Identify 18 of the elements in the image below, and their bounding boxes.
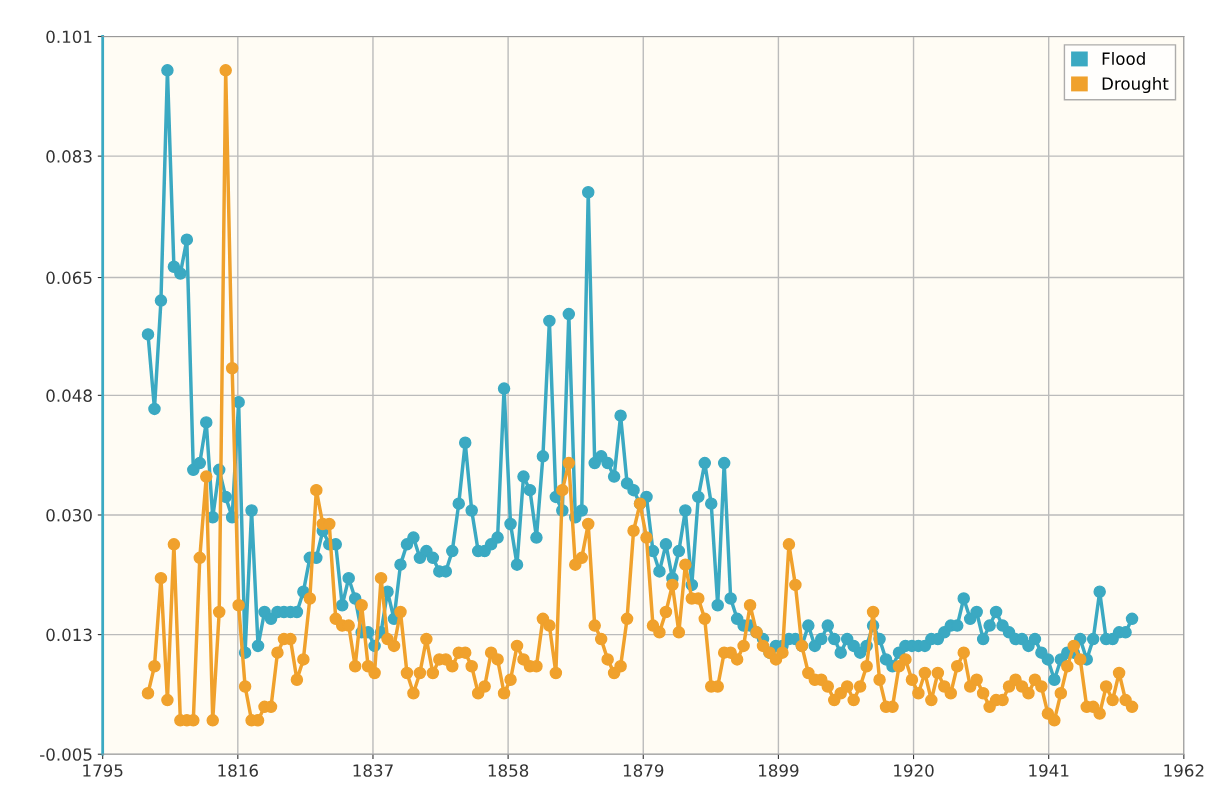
y-tick-label: 0.013 xyxy=(46,628,92,642)
y-tick-label: 0.065 xyxy=(46,271,92,285)
y-tick-label: 0.083 xyxy=(46,150,92,163)
x-tick-label: 1795 xyxy=(83,764,123,777)
x-tick-label: 1837 xyxy=(353,764,393,777)
x-tick-label: 1858 xyxy=(488,764,529,777)
x-tick-label: 1879 xyxy=(623,764,664,777)
legend-label: Flood xyxy=(1102,52,1145,65)
x-tick-label: 1816 xyxy=(218,764,258,777)
x-tick-label: 1899 xyxy=(759,764,799,777)
y-tick-label: 0.048 xyxy=(46,389,92,402)
x-tick-label: 1920 xyxy=(894,764,934,777)
legend-label: Drought xyxy=(1102,76,1169,94)
x-tick-label: 1941 xyxy=(1029,764,1069,777)
y-tick-label: 0.101 xyxy=(46,30,92,44)
y-tick-label: -0.005 xyxy=(40,748,92,761)
y-tick-label: 0.030 xyxy=(46,508,92,522)
x-tick-label: 1962 xyxy=(1164,764,1204,777)
